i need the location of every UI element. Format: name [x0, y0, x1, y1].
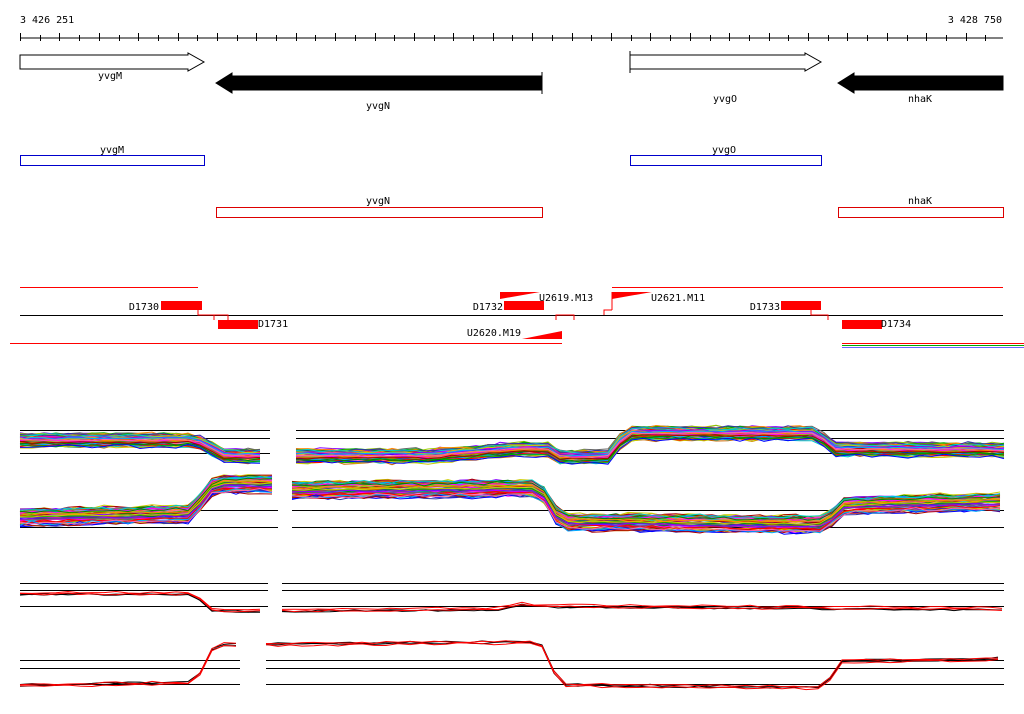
- expression-line: [19, 436, 261, 456]
- expression-line: [281, 604, 1003, 613]
- gene-arrow-yvgN[interactable]: [215, 72, 543, 94]
- expression-line: [291, 489, 1001, 528]
- expression-line: [19, 590, 261, 611]
- gene-arrow-yvgO[interactable]: [629, 52, 823, 72]
- expression-line: [291, 484, 1001, 523]
- expression-line: [19, 477, 273, 514]
- expression-line: [19, 642, 237, 686]
- expression-line: [295, 430, 1005, 457]
- expression-line: [291, 489, 1001, 529]
- feature-label-U2619: U2619.M13: [539, 293, 593, 304]
- expression-line: [295, 426, 1005, 455]
- gene-label-yvgO: yvgO: [713, 94, 737, 105]
- expression-line: [265, 640, 999, 688]
- feature-U2619[interactable]: [500, 292, 540, 299]
- feature-label-D1732: D1732: [473, 302, 503, 313]
- annotation-box-yvgN[interactable]: [216, 207, 543, 218]
- feature-U2620[interactable]: [522, 331, 562, 339]
- expression-line: [295, 429, 1005, 456]
- feature-D1734[interactable]: [842, 320, 882, 329]
- expression-line: [19, 484, 273, 520]
- transcript-features-track: D1730 D1731 D1732 U2619.M13 U2620.M19 U2…: [10, 287, 1024, 348]
- annotation-boxes-track: yvgM yvgO yvgN nhaK: [20, 145, 1004, 218]
- annotation-box-yvgO[interactable]: [630, 155, 822, 166]
- feature-label-U2621: U2621.M11: [651, 293, 705, 304]
- gene-arrow-nhaK[interactable]: [837, 72, 1004, 94]
- annotation-label-yvgO: yvgO: [712, 145, 736, 156]
- coord-end-label: 3 428 750: [948, 15, 1002, 26]
- expression-line: [19, 475, 273, 513]
- annotation-label-yvgN: yvgN: [366, 196, 390, 207]
- feature-D1731[interactable]: [218, 320, 258, 329]
- expression-line: [291, 479, 1001, 519]
- annotation-label-nhaK: nhaK: [908, 196, 932, 207]
- expression-line: [19, 440, 261, 459]
- gene-label-yvgM: yvgM: [98, 71, 122, 82]
- feature-label-D1734: D1734: [881, 319, 911, 330]
- expression-line: [19, 441, 261, 462]
- gene-label-yvgN: yvgN: [366, 101, 390, 112]
- annotation-box-yvgM[interactable]: [20, 155, 205, 166]
- expression-line: [265, 640, 999, 688]
- expression-line: [19, 443, 261, 464]
- expression-line: [295, 431, 1005, 458]
- expression-line: [281, 601, 1003, 610]
- expression-track-4: [19, 640, 1004, 691]
- coord-start-label: 3 426 251: [20, 15, 74, 26]
- expression-line: [291, 481, 1001, 522]
- expression-line: [19, 433, 261, 454]
- annotation-label-yvgM: yvgM: [100, 145, 124, 156]
- feature-D1732[interactable]: [504, 301, 544, 310]
- annotation-box-nhaK[interactable]: [838, 207, 1004, 218]
- expression-line: [19, 486, 273, 521]
- feature-label-D1731: D1731: [258, 319, 288, 330]
- feature-D1733[interactable]: [781, 301, 821, 310]
- expression-line: [295, 434, 1005, 460]
- gene-arrows-track: yvgM yvgN yvgO nhaK: [19, 51, 1004, 112]
- gene-label-nhaK: nhaK: [908, 94, 932, 105]
- expression-line: [295, 437, 1005, 465]
- expression-line: [19, 480, 273, 516]
- feature-label-D1730: D1730: [129, 302, 159, 313]
- coordinate-ruler: 3 426 251 3 428 750: [20, 15, 1003, 41]
- expression-line: [19, 436, 261, 455]
- expression-line: [291, 484, 1001, 523]
- feature-label-U2620: U2620.M19: [467, 328, 521, 339]
- expression-line: [19, 644, 237, 688]
- expression-line: [265, 642, 999, 691]
- expression-line: [19, 487, 273, 523]
- expression-line: [19, 438, 261, 457]
- expression-line: [291, 486, 1001, 526]
- expression-line: [291, 480, 1001, 521]
- expression-line: [19, 487, 273, 525]
- expression-line: [291, 492, 1001, 532]
- expression-line: [19, 643, 237, 686]
- expression-track-3: [19, 583, 1004, 613]
- feature-U2621[interactable]: [612, 292, 652, 299]
- expression-line: [19, 482, 273, 518]
- feature-D1730[interactable]: [161, 301, 202, 310]
- expression-line: [265, 641, 999, 689]
- expression-line: [19, 592, 261, 613]
- feature-label-D1733: D1733: [750, 302, 780, 313]
- gene-arrow-yvgM[interactable]: [19, 52, 206, 72]
- expression-track-1: [19, 424, 1005, 466]
- expression-track-2: [19, 474, 1004, 535]
